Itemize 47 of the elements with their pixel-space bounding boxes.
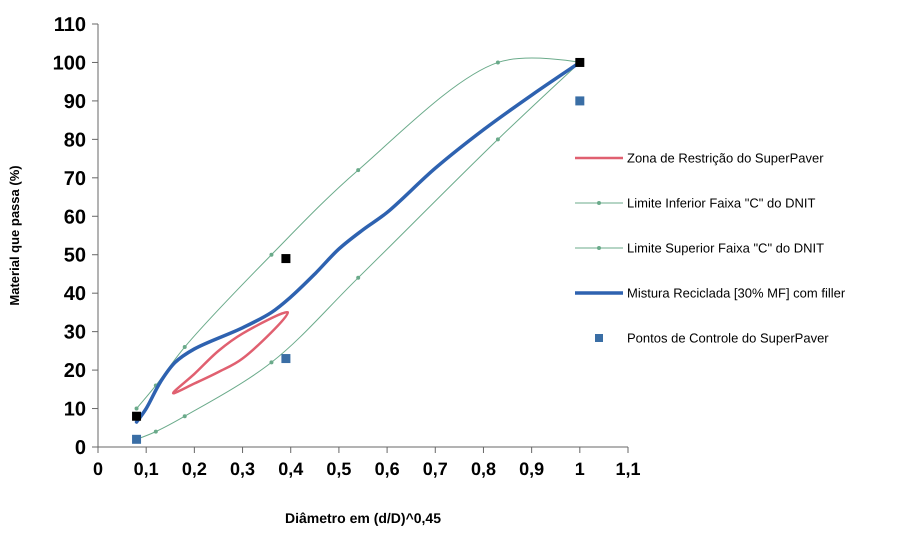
x-tick-label: 1 bbox=[574, 459, 585, 479]
x-tick-label: 0,9 bbox=[519, 459, 544, 479]
y-tick-label: 100 bbox=[52, 52, 86, 74]
legend-label: Limite Inferior Faixa "C" do DNIT bbox=[627, 196, 816, 211]
y-tick-label: 110 bbox=[54, 14, 86, 36]
y-tick-label: 10 bbox=[64, 398, 86, 421]
point bbox=[281, 254, 290, 264]
legend-label: Pontos de Controle do SuperPaver bbox=[627, 330, 830, 346]
x-tick-label: 1,1 bbox=[615, 459, 641, 479]
point bbox=[356, 276, 360, 280]
point bbox=[496, 60, 500, 64]
y-tick-label: 20 bbox=[64, 360, 86, 382]
y-tick-label: 60 bbox=[64, 206, 86, 228]
x-tick-label: 0,2 bbox=[182, 459, 207, 479]
point bbox=[134, 406, 139, 411]
x-tick-label: 0 bbox=[92, 459, 104, 479]
point bbox=[575, 58, 584, 67]
point bbox=[132, 434, 142, 444]
x-axis-title: Diâmetro em (d/D)^0,45 bbox=[285, 510, 442, 526]
x-tick-label: 0,3 bbox=[230, 459, 256, 479]
y-tick-label: 0 bbox=[74, 437, 86, 459]
point bbox=[575, 96, 584, 106]
x-tick-label: 0,4 bbox=[278, 459, 304, 479]
point bbox=[269, 360, 274, 364]
x-tick-label: 0,7 bbox=[422, 459, 448, 479]
point bbox=[269, 252, 274, 257]
annotation: Zona de Restrição do SuperPaver bbox=[627, 150, 824, 166]
y-tick-label: 30 bbox=[64, 322, 86, 344]
x-tick-label: 0,1 bbox=[134, 459, 159, 479]
y-tick-label: 90 bbox=[64, 90, 86, 113]
y-axis-title: Material que passa (%) bbox=[7, 165, 22, 306]
y-tick-label: 70 bbox=[64, 168, 86, 190]
y-tick-label: 80 bbox=[64, 129, 86, 152]
point bbox=[281, 354, 290, 364]
y-tick-label: 50 bbox=[64, 244, 86, 267]
x-tick-label: 0,6 bbox=[374, 459, 400, 479]
x-tick-label: 0,5 bbox=[326, 459, 352, 479]
point bbox=[182, 414, 187, 418]
point bbox=[496, 137, 500, 142]
point bbox=[356, 168, 360, 172]
legend-label: Mistura Reciclada [30% MF] com filler bbox=[627, 286, 846, 301]
point bbox=[182, 345, 187, 350]
x-tick-label: 0,8 bbox=[470, 459, 496, 479]
y-tick-label: 40 bbox=[64, 283, 86, 306]
legend-label: Limite Superior Faixa "C" do DNIT bbox=[627, 240, 824, 256]
point bbox=[154, 430, 158, 434]
point bbox=[132, 412, 142, 421]
